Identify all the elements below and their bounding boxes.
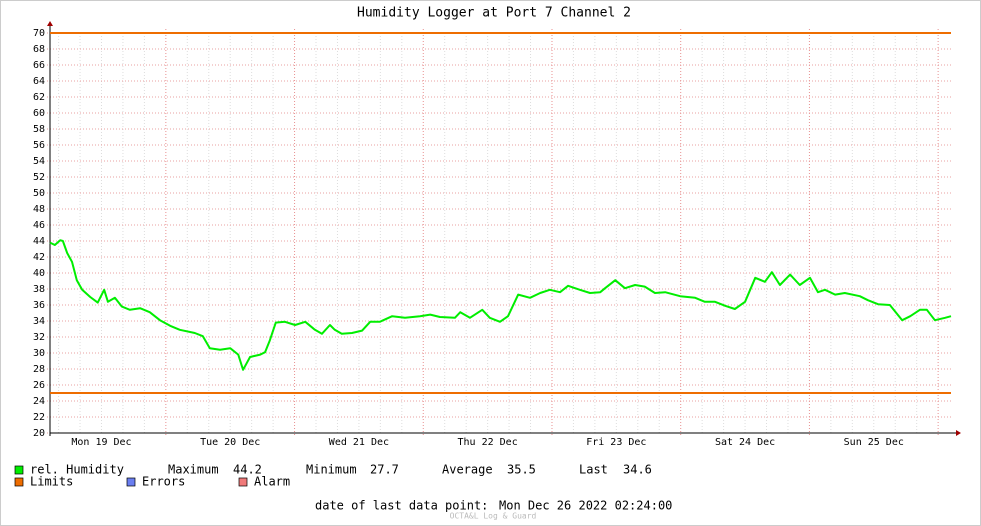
legend-label: Limits [30, 475, 73, 489]
stat-label: Maximum [168, 463, 219, 477]
y-tick-label: 60 [33, 108, 45, 119]
y-tick-label: 70 [33, 28, 45, 39]
legend-swatch [14, 465, 24, 475]
y-tick-label: 52 [33, 172, 45, 183]
x-tick-label: Sat 24 Dec [715, 437, 775, 448]
y-tick-label: 64 [33, 76, 45, 87]
y-tick-label: 30 [33, 348, 45, 359]
legend-label: Alarm [254, 475, 290, 489]
y-tick-label: 34 [33, 316, 45, 327]
legend-label: Errors [142, 475, 185, 489]
y-tick-label: 62 [33, 92, 45, 103]
chart-title: Humidity Logger at Port 7 Channel 2 [357, 6, 631, 21]
x-tick-label: Sun 25 Dec [844, 437, 904, 448]
y-tick-label: 44 [33, 236, 45, 247]
y-tick-label: 42 [33, 252, 45, 263]
x-tick-label: Thu 22 Dec [458, 437, 518, 448]
y-tick-label: 22 [33, 412, 45, 423]
legend-swatch [14, 477, 24, 487]
y-tick-label: 50 [33, 188, 45, 199]
y-tick-label: 20 [33, 428, 45, 439]
y-tick-label: 46 [33, 220, 45, 231]
last-point: Mon Dec 26 2022 02:24:00 [499, 499, 672, 513]
y-tick-label: 58 [33, 124, 45, 135]
y-tick-label: 36 [33, 300, 45, 311]
axis-arrow [956, 430, 961, 436]
y-tick-label: 68 [33, 44, 45, 55]
legend-swatch [238, 477, 248, 487]
y-tick-label: 32 [33, 332, 45, 343]
stat-value: 27.7 [370, 463, 399, 477]
last-point-label: date of last data point: [315, 499, 488, 513]
stat-value: 44.2 [233, 463, 262, 477]
data-line [49, 239, 952, 371]
stat-label: Minimum [306, 463, 357, 477]
y-tick-label: 40 [33, 268, 45, 279]
x-tick-label: Mon 19 Dec [71, 437, 131, 448]
stat-label: Last [579, 463, 608, 477]
y-tick-label: 66 [33, 60, 45, 71]
axis-arrow [47, 21, 53, 26]
x-tick-label: Tue 20 Dec [200, 437, 260, 448]
y-tick-label: 38 [33, 284, 45, 295]
x-tick-label: Fri 23 Dec [586, 437, 646, 448]
x-tick-label: Wed 21 Dec [329, 437, 389, 448]
legend-swatch [126, 477, 136, 487]
y-tick-label: 24 [33, 396, 45, 407]
y-tick-label: 54 [33, 156, 45, 167]
stat-value: 35.5 [507, 463, 536, 477]
y-tick-label: 48 [33, 204, 45, 215]
stat-label: Average [442, 463, 493, 477]
y-tick-label: 26 [33, 380, 45, 391]
stat-value: 34.6 [623, 463, 652, 477]
y-tick-label: 28 [33, 364, 45, 375]
legend-label: rel. Humidity [30, 463, 124, 477]
footer: OCTA&L Log & Guard [450, 512, 537, 521]
y-tick-label: 56 [33, 140, 45, 151]
